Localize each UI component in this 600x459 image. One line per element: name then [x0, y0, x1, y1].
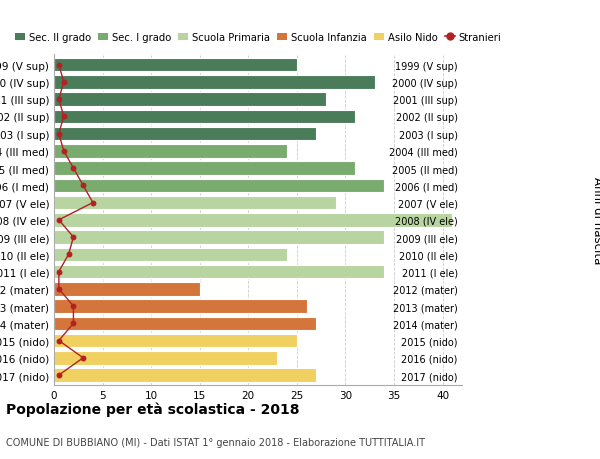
Text: COMUNE DI BUBBIANO (MI) - Dati ISTAT 1° gennaio 2018 - Elaborazione TUTTITALIA.I: COMUNE DI BUBBIANO (MI) - Dati ISTAT 1° …	[6, 437, 425, 447]
Point	[54, 62, 64, 69]
Point	[88, 199, 98, 207]
Bar	[54, 282, 200, 296]
Point	[59, 113, 68, 121]
Bar	[54, 213, 452, 227]
Legend: Sec. II grado, Sec. I grado, Scuola Primaria, Scuola Infanzia, Asilo Nido, Stran: Sec. II grado, Sec. I grado, Scuola Prim…	[11, 29, 505, 47]
Bar	[54, 300, 307, 313]
Bar	[54, 317, 316, 330]
Point	[59, 79, 68, 86]
Bar	[54, 76, 374, 90]
Point	[54, 217, 64, 224]
Bar	[54, 93, 326, 106]
Point	[59, 148, 68, 155]
Point	[79, 182, 88, 190]
Point	[54, 285, 64, 293]
Bar	[54, 334, 297, 347]
Point	[68, 234, 78, 241]
Point	[54, 96, 64, 104]
Point	[68, 320, 78, 327]
Bar	[54, 179, 384, 193]
Bar	[54, 128, 316, 141]
Point	[79, 354, 88, 362]
Bar	[54, 231, 384, 244]
Point	[54, 372, 64, 379]
Bar	[54, 265, 384, 279]
Text: Anni di nascita: Anni di nascita	[590, 177, 600, 264]
Bar	[54, 110, 355, 124]
Point	[54, 337, 64, 344]
Bar	[54, 196, 336, 210]
Bar	[54, 162, 355, 175]
Bar	[54, 59, 297, 72]
Point	[68, 165, 78, 173]
Text: Popolazione per età scolastica - 2018: Popolazione per età scolastica - 2018	[6, 402, 299, 416]
Point	[54, 268, 64, 275]
Bar	[54, 369, 316, 382]
Bar	[54, 351, 277, 365]
Bar	[54, 248, 287, 262]
Point	[54, 130, 64, 138]
Point	[68, 303, 78, 310]
Point	[64, 251, 73, 258]
Bar	[54, 145, 287, 158]
